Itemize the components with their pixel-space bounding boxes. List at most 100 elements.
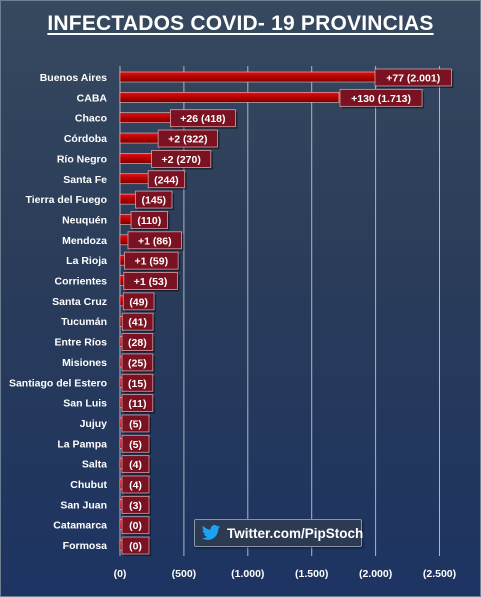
- data-label: (11): [121, 394, 155, 414]
- x-tick-labels: (0) (500) (1.000) (1.500) (2.000) (2.500): [114, 568, 457, 580]
- category-label: Entre Ríos: [54, 337, 107, 349]
- data-label: (49): [122, 292, 157, 312]
- data-label-text: (15): [128, 378, 147, 390]
- data-label-text: (49): [129, 296, 148, 308]
- data-label-box: [121, 312, 154, 331]
- data-label-box: [122, 292, 155, 311]
- data-label-text: +1 (53): [134, 276, 168, 288]
- data-label: (15): [121, 373, 155, 394]
- category-label: Tierra del Fuego: [26, 194, 108, 206]
- category-label: Corrientes: [54, 276, 107, 288]
- category-label: Tucumán: [61, 316, 107, 328]
- data-label-text: (41): [128, 317, 147, 329]
- x-tick-label: (2.000): [359, 568, 392, 580]
- twitter-handle: Twitter.com/PipStoch: [227, 525, 364, 541]
- data-label: (145): [135, 190, 175, 211]
- data-label: +1 (53): [123, 272, 180, 292]
- category-label: Santa Fe: [63, 174, 107, 186]
- data-label-text: (244): [154, 174, 179, 186]
- data-label-box: [121, 373, 154, 392]
- data-label-text: (25): [128, 357, 147, 369]
- category-label: La Pampa: [57, 438, 107, 450]
- category-label: Formosa: [63, 540, 108, 552]
- data-label-box: [135, 190, 173, 209]
- data-label-box: [121, 434, 150, 453]
- x-tick-label: (1.500): [295, 568, 328, 580]
- data-label-text: (110): [137, 215, 161, 227]
- data-label-text: +77 (2.001): [386, 73, 440, 85]
- category-label: Jujuy: [80, 418, 108, 430]
- data-label: (4): [121, 455, 151, 475]
- data-label-text: +26 (418): [180, 113, 225, 125]
- data-label-box: [121, 455, 150, 474]
- data-label-box: [339, 88, 423, 107]
- data-label-text: (5): [129, 439, 142, 451]
- x-tick-label: (0): [114, 568, 127, 580]
- data-label-text: (5): [129, 418, 142, 430]
- data-label-text: (3): [129, 500, 142, 512]
- category-label: Chaco: [75, 113, 107, 125]
- data-label: (28): [121, 333, 155, 353]
- twitter-bird-icon: [201, 523, 221, 543]
- data-label-text: (11): [128, 398, 146, 410]
- data-label-text: (145): [142, 195, 167, 207]
- data-label-text: +1 (86): [138, 235, 172, 247]
- data-label-text: +130 (1.713): [351, 93, 411, 105]
- data-label-text: (4): [129, 480, 142, 492]
- data-label: (25): [121, 353, 155, 373]
- twitter-watermark: Twitter.com/PipStoch: [194, 519, 364, 547]
- bar: [119, 71, 377, 83]
- category-label: Salta: [82, 459, 107, 471]
- data-label-box: [121, 414, 150, 433]
- data-label-box: [127, 231, 182, 250]
- data-label-text: (28): [128, 337, 147, 349]
- category-label: Santiago del Estero: [9, 377, 107, 389]
- category-label: La Rioja: [66, 255, 107, 267]
- category-label: CABA: [77, 92, 108, 104]
- data-label: +1 (86): [127, 231, 184, 251]
- data-label-box: [157, 129, 218, 148]
- data-label-box: [121, 475, 150, 494]
- data-label: +130 (1.713): [339, 88, 425, 109]
- data-label-box: [374, 68, 452, 87]
- data-label: (0): [121, 516, 151, 536]
- category-label: Buenos Aires: [40, 72, 107, 84]
- data-label-box: [121, 333, 154, 351]
- data-label-text: +1 (59): [135, 256, 169, 268]
- chart-title: INFECTADOS COVID- 19 PROVINCIAS: [47, 12, 434, 35]
- category-label: Río Negro: [57, 153, 107, 165]
- gridlines: [119, 66, 440, 556]
- bar: [119, 173, 152, 185]
- bar: [119, 92, 340, 103]
- data-label-box: [124, 251, 179, 270]
- data-label: (0): [121, 536, 151, 557]
- data-label: +2 (322): [157, 129, 220, 150]
- data-label: (244): [147, 170, 187, 190]
- data-label-box: [151, 149, 212, 168]
- x-tick-label: (500): [172, 568, 197, 580]
- data-label-text: +2 (270): [161, 154, 200, 166]
- data-label-box: [170, 109, 236, 128]
- category-labels: Buenos Aires CABA Chaco Córdoba Río Negro San…: [9, 72, 108, 552]
- data-label: (41): [121, 312, 156, 333]
- data-label-box: [130, 211, 168, 229]
- data-label-text: (4): [129, 459, 142, 471]
- category-label: Córdoba: [64, 133, 107, 145]
- category-label: Misiones: [62, 357, 107, 369]
- category-label: Chubut: [70, 479, 107, 491]
- data-label-box: [121, 495, 150, 514]
- data-label-box: [123, 272, 178, 290]
- category-label: Mendoza: [62, 235, 107, 247]
- data-label: +1 (59): [124, 251, 181, 272]
- data-label: (110): [130, 211, 170, 231]
- data-labels: +77 (2.001) +130 (1.713) +26 (418) +2 (322)…: [121, 68, 454, 557]
- data-label-box: [147, 170, 186, 189]
- bar: [119, 112, 174, 123]
- data-label: +2 (270): [151, 149, 213, 170]
- category-label: San Luis: [63, 398, 107, 410]
- data-label-text: (0): [129, 520, 142, 532]
- data-label-box: [121, 394, 154, 413]
- data-label-box: [121, 536, 150, 555]
- bar: [119, 132, 162, 144]
